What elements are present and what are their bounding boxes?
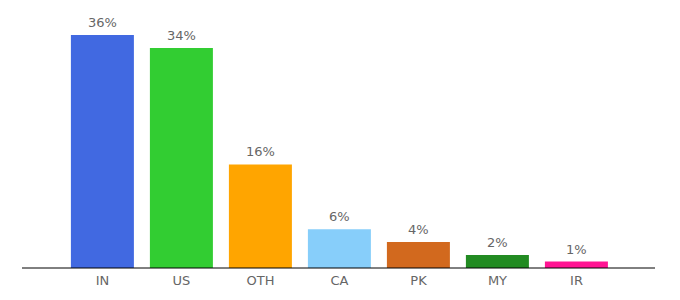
svg-text:IN: IN bbox=[96, 273, 110, 288]
svg-text:16%: 16% bbox=[246, 144, 275, 159]
svg-text:CA: CA bbox=[331, 273, 349, 288]
svg-text:6%: 6% bbox=[329, 209, 350, 224]
svg-text:MY: MY bbox=[488, 273, 507, 288]
svg-text:US: US bbox=[173, 273, 191, 288]
svg-text:OTH: OTH bbox=[247, 273, 275, 288]
svg-text:IR: IR bbox=[570, 273, 583, 288]
svg-text:1%: 1% bbox=[566, 242, 587, 257]
svg-text:PK: PK bbox=[410, 273, 427, 288]
svg-text:36%: 36% bbox=[88, 15, 117, 30]
svg-text:2%: 2% bbox=[487, 235, 508, 250]
svg-text:4%: 4% bbox=[408, 222, 429, 237]
svg-text:34%: 34% bbox=[167, 28, 196, 43]
